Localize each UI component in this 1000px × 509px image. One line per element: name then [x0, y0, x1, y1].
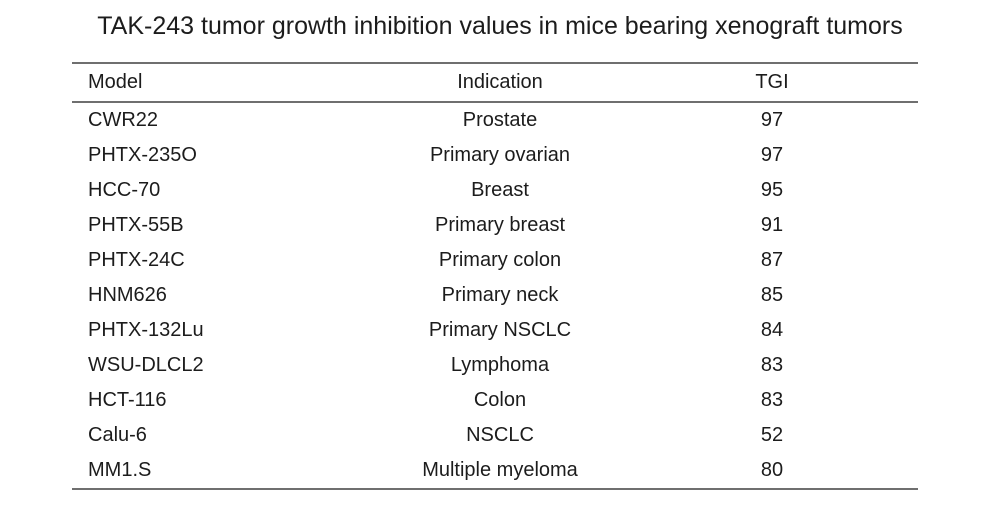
cell-model: HCC-70 [88, 179, 161, 201]
cell-indication: Primary breast [434, 214, 566, 236]
cell-indication: Colon [473, 389, 527, 411]
table-row: WSU-DLCL2 Lymphoma 83 [72, 348, 918, 383]
cell-model: HCT-116 [88, 389, 167, 411]
cell-indication: Lymphoma [450, 354, 550, 376]
table-row: CWR22 Prostate 97 [72, 102, 918, 138]
table-body: CWR22 Prostate 97 PHTX-235O Primary ovar… [72, 102, 918, 489]
column-header-model: Model [88, 71, 143, 93]
cell-tgi: 97 [760, 144, 784, 166]
cell-model: PHTX-24C [88, 249, 185, 271]
cell-model: PHTX-235O [88, 144, 197, 166]
page-title: TAK-243 tumor growth inhibition values i… [97, 12, 903, 40]
cell-tgi: 97 [760, 109, 784, 131]
table-row: HCC-70 Breast 95 [72, 173, 918, 208]
table-row: HNM626 Primary neck 85 [72, 278, 918, 313]
cell-tgi: 95 [760, 179, 784, 201]
table-row: MM1.S Multiple myeloma 80 [72, 453, 918, 489]
cell-tgi: 83 [760, 354, 784, 376]
table-row: PHTX-132Lu Primary NSCLC 84 [72, 313, 918, 348]
cell-model: Calu-6 [88, 424, 147, 446]
cell-tgi: 52 [760, 424, 784, 446]
cell-tgi: 91 [760, 214, 784, 236]
tgi-table: Model Indication TGI CWR22 Prostate 97 P… [72, 62, 918, 490]
table-row: PHTX-55B Primary breast 91 [72, 208, 918, 243]
cell-indication: NSCLC [466, 424, 534, 446]
cell-indication: Prostate [462, 109, 538, 131]
cell-tgi: 80 [760, 459, 784, 481]
cell-indication: Primary NSCLC [428, 319, 572, 341]
cell-tgi: 87 [760, 249, 784, 271]
table-header-row: Model Indication TGI [72, 63, 918, 102]
table-row: Calu-6 NSCLC 52 [72, 418, 918, 453]
table-row: PHTX-24C Primary colon 87 [72, 243, 918, 278]
cell-tgi: 85 [760, 284, 784, 306]
tgi-table-container: Model Indication TGI CWR22 Prostate 97 P… [72, 62, 1000, 490]
cell-indication: Primary colon [438, 249, 562, 271]
column-header-tgi: TGI [755, 71, 789, 93]
cell-model: MM1.S [88, 459, 152, 481]
cell-tgi: 84 [760, 319, 784, 341]
cell-indication: Multiple myeloma [422, 459, 578, 481]
cell-indication: Primary neck [441, 284, 559, 306]
cell-model: PHTX-132Lu [88, 319, 204, 341]
cell-model: CWR22 [88, 109, 159, 131]
cell-model: WSU-DLCL2 [88, 354, 204, 376]
table-row: HCT-116 Colon 83 [72, 383, 918, 418]
cell-tgi: 83 [760, 389, 784, 411]
cell-model: HNM626 [88, 284, 167, 306]
column-header-indication: Indication [457, 71, 543, 93]
cell-indication: Primary ovarian [429, 144, 571, 166]
cell-model: PHTX-55B [88, 214, 184, 236]
table-row: PHTX-235O Primary ovarian 97 [72, 138, 918, 173]
cell-indication: Breast [471, 179, 529, 201]
